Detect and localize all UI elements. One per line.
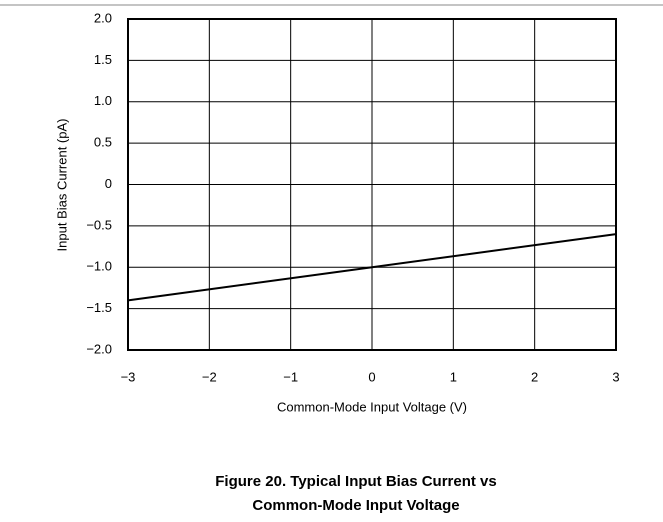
x-tick-label: 2 [531,369,538,384]
y-tick-label: −0.5 [86,217,112,232]
plot-frame [127,18,617,351]
x-tick-label: 0 [368,369,375,384]
x-tick-label: −2 [202,369,217,384]
x-tick-label: 3 [612,369,619,384]
y-axis-label: Input Bias Current (pA) [54,119,69,252]
caption: Figure 20. Typical Input Bias Current vs [215,473,496,490]
y-tick-label: −1.0 [86,259,112,274]
y-tick-label: 2.0 [94,10,112,25]
y-tick-label: −1.5 [86,300,112,315]
x-tick-label: −3 [121,369,136,384]
caption: Common-Mode Input Voltage [252,497,459,514]
y-tick-label: 0 [105,176,112,191]
x-tick-label: 1 [450,369,457,384]
y-tick-label: 1.0 [94,93,112,108]
y-tick-label: −2.0 [86,341,112,356]
data-line [127,233,617,302]
x-tick-label: −1 [283,369,298,384]
y-tick-label: 1.5 [94,52,112,67]
y-tick-label: 0.5 [94,135,112,150]
x-axis-label: Common-Mode Input Voltage (V) [277,399,467,414]
